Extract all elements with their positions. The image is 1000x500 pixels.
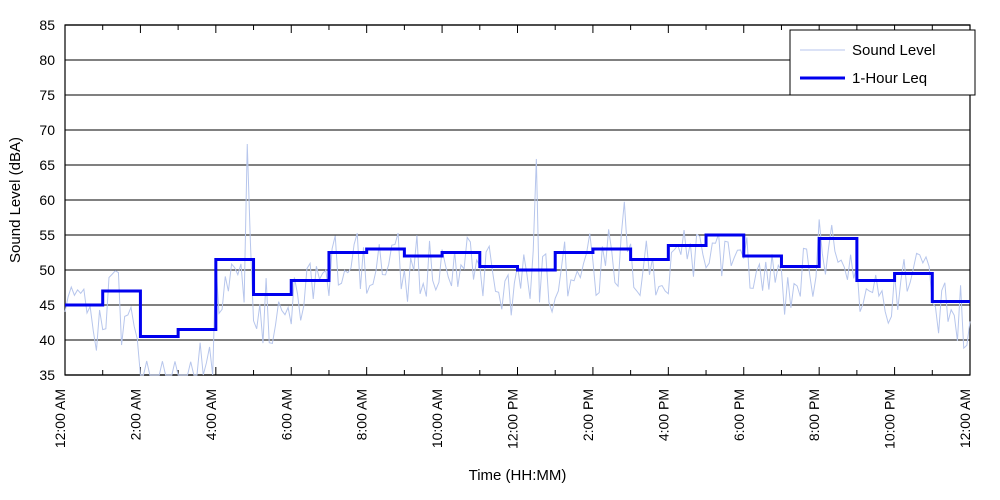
x-tick-label-4: 8:00 AM [354,389,370,440]
x-tick-label-0: 12:00 AM [52,389,68,448]
x-tick-label-12: 12:00 AM [957,389,973,448]
svg-text:60: 60 [39,192,55,208]
sound-level-chart: 35 40 45 50 55 60 65 70 75 80 85 12:00 AM 2:00 AM 4:0… [0,0,1000,500]
x-tick-label-2: 4:00 AM [203,389,219,440]
svg-text:80: 80 [39,52,55,68]
svg-text:65: 65 [39,157,55,173]
x-tick-label-5: 10:00 AM [429,389,445,448]
x-tick-label-9: 6:00 PM [731,389,747,441]
svg-text:75: 75 [39,87,55,103]
x-tick-label-6: 12:00 PM [505,389,521,449]
x-tick-label-10: 8:00 PM [806,389,822,441]
y-axis-title: Sound Level (dBA) [7,137,24,263]
legend-label-0: Sound Level [852,42,935,59]
legend-label-1: 1-Hour Leq [852,70,927,87]
svg-text:85: 85 [39,17,55,33]
svg-text:55: 55 [39,227,55,243]
svg-text:35: 35 [39,367,55,383]
x-tick-label-7: 2:00 PM [580,389,596,441]
x-tick-label-3: 6:00 AM [278,389,294,440]
x-tick-label-8: 4:00 PM [655,389,671,441]
svg-text:40: 40 [39,332,55,348]
svg-text:70: 70 [39,122,55,138]
svg-text:50: 50 [39,262,55,278]
svg-text:45: 45 [39,297,55,313]
x-tick-label-11: 10:00 PM [882,389,898,449]
chart-svg: 35 40 45 50 55 60 65 70 75 80 85 12:00 AM 2:00 AM 4:0… [0,0,1000,500]
x-tick-label-1: 2:00 AM [127,389,143,440]
x-axis-title: Time (HH:MM) [469,467,567,484]
